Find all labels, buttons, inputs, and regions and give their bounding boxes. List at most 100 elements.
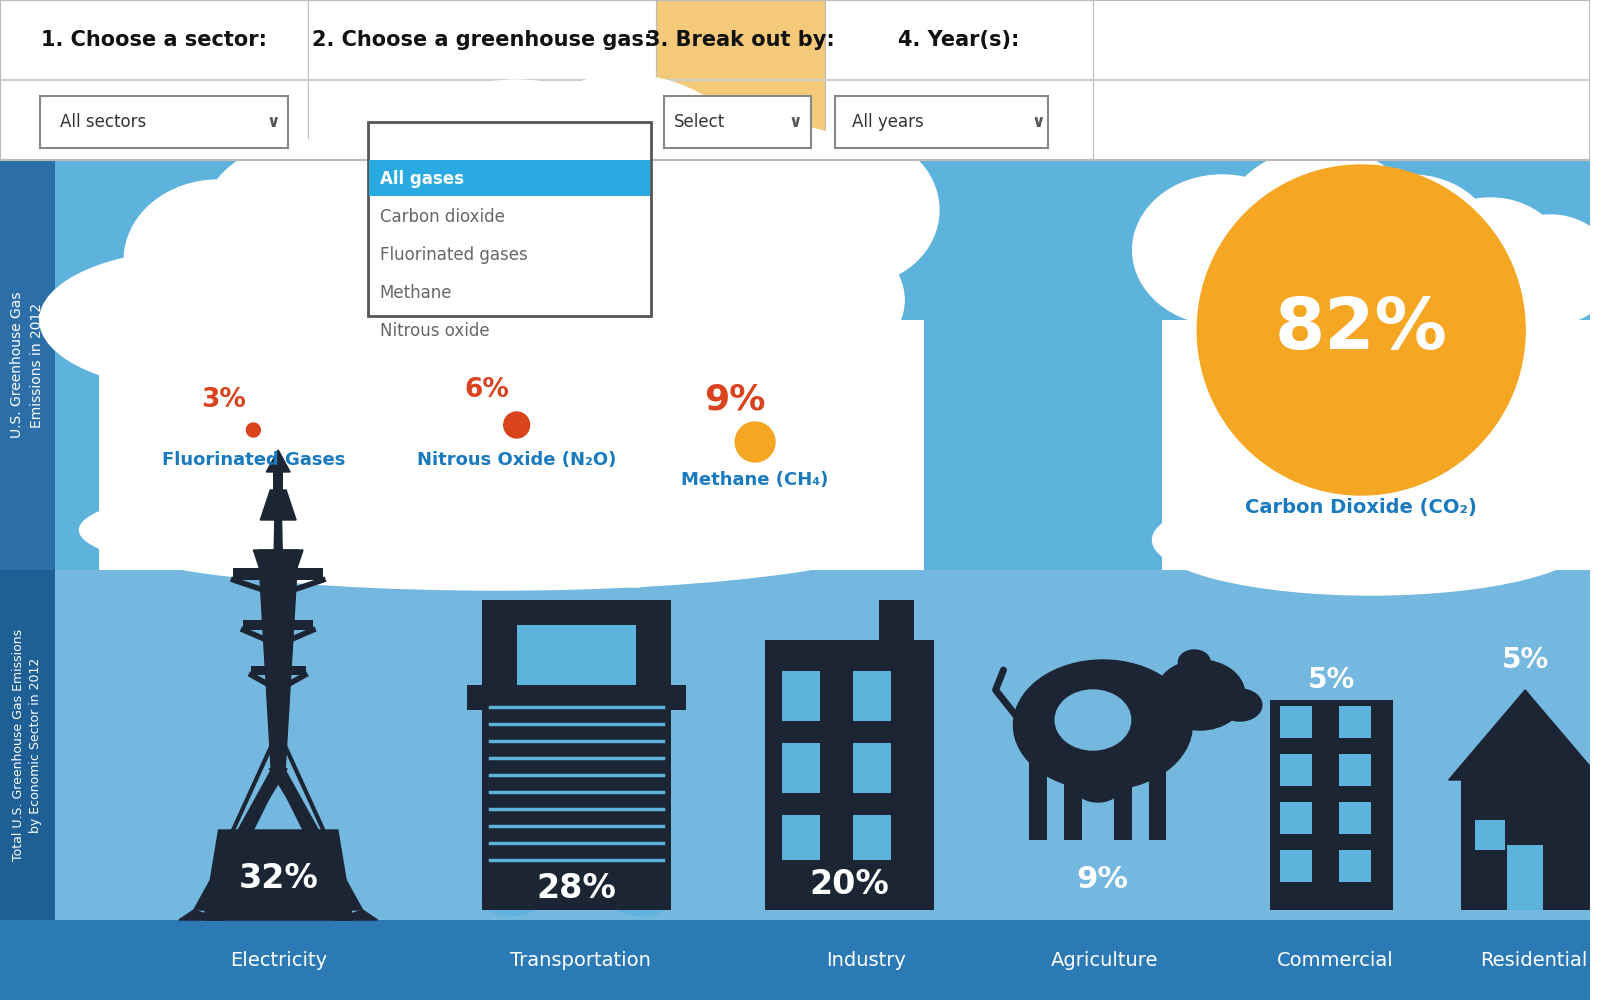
- Bar: [1280, 706, 1312, 738]
- Text: Residential: Residential: [1480, 950, 1587, 970]
- Polygon shape: [258, 550, 298, 770]
- Bar: [1339, 850, 1371, 882]
- Ellipse shape: [1416, 198, 1565, 322]
- Ellipse shape: [1326, 175, 1496, 315]
- Bar: [482, 888, 670, 910]
- Text: Carbon Dioxide (CO₂): Carbon Dioxide (CO₂): [1245, 498, 1477, 518]
- Text: 3. Break out by:: 3. Break out by:: [646, 30, 835, 50]
- Bar: [0, 570, 54, 920]
- Text: Select: Select: [674, 113, 725, 131]
- Text: All years: All years: [853, 113, 925, 131]
- Bar: [517, 625, 635, 685]
- Ellipse shape: [770, 135, 939, 285]
- Bar: [1280, 850, 1312, 882]
- Ellipse shape: [1178, 650, 1210, 674]
- Bar: [1280, 754, 1312, 786]
- Bar: [782, 815, 819, 865]
- Bar: [482, 865, 670, 910]
- Polygon shape: [266, 450, 290, 472]
- Bar: [1339, 706, 1371, 738]
- Ellipse shape: [378, 80, 656, 300]
- Ellipse shape: [1197, 165, 1525, 495]
- Text: 32%: 32%: [238, 861, 318, 894]
- Ellipse shape: [562, 530, 630, 580]
- Polygon shape: [194, 770, 283, 910]
- Text: 2. Choose a greenhouse gas:: 2. Choose a greenhouse gas:: [312, 30, 653, 50]
- Polygon shape: [1448, 690, 1600, 780]
- Bar: [0, 920, 1590, 1000]
- Text: ∨: ∨: [1032, 113, 1045, 131]
- Bar: [368, 122, 651, 316]
- Bar: [486, 600, 666, 620]
- Bar: [0, 0, 1590, 160]
- Bar: [1475, 820, 1506, 850]
- Bar: [656, 0, 824, 160]
- Ellipse shape: [1054, 690, 1131, 750]
- Text: Nitrous Oxide (N₂O): Nitrous Oxide (N₂O): [418, 451, 616, 469]
- Text: Fluorinated Gases: Fluorinated Gases: [162, 451, 346, 469]
- Bar: [274, 470, 283, 500]
- Ellipse shape: [283, 110, 531, 310]
- Ellipse shape: [606, 543, 666, 587]
- Ellipse shape: [1152, 485, 1590, 595]
- Bar: [0, 160, 54, 570]
- Ellipse shape: [1485, 215, 1600, 325]
- Text: ∨: ∨: [789, 113, 802, 131]
- Ellipse shape: [496, 75, 755, 285]
- Bar: [1149, 715, 1166, 840]
- Bar: [243, 620, 314, 630]
- Ellipse shape: [746, 235, 904, 365]
- Text: Transportation: Transportation: [510, 950, 651, 970]
- Ellipse shape: [80, 470, 914, 590]
- Bar: [1339, 802, 1371, 834]
- Polygon shape: [203, 830, 352, 920]
- Bar: [670, 685, 685, 710]
- Ellipse shape: [1077, 774, 1120, 802]
- Text: 1. Choose a sector:: 1. Choose a sector:: [42, 30, 267, 50]
- Bar: [835, 96, 1048, 148]
- Text: Commercial: Commercial: [1277, 950, 1394, 970]
- Bar: [853, 815, 891, 865]
- Text: Agriculture: Agriculture: [1051, 950, 1158, 970]
- Text: All sectors: All sectors: [59, 113, 146, 131]
- Bar: [482, 600, 670, 910]
- Text: 6%: 6%: [464, 377, 509, 403]
- Text: Total U.S. Greenhouse Gas Emissions
by Economic Sector in 2012: Total U.S. Greenhouse Gas Emissions by E…: [11, 629, 42, 861]
- Ellipse shape: [482, 880, 541, 916]
- Text: ∨: ∨: [267, 113, 280, 131]
- Bar: [0, 570, 1590, 920]
- Bar: [1064, 715, 1082, 840]
- Text: Carbon dioxide: Carbon dioxide: [379, 208, 504, 226]
- Bar: [0, 0, 309, 160]
- Bar: [251, 666, 306, 675]
- Ellipse shape: [40, 250, 358, 390]
- Text: 5%: 5%: [1501, 646, 1549, 674]
- Text: 3%: 3%: [202, 387, 246, 413]
- Bar: [765, 640, 934, 910]
- Polygon shape: [274, 500, 283, 600]
- Ellipse shape: [611, 107, 819, 283]
- Text: Fluorinated gases: Fluorinated gases: [379, 246, 528, 264]
- Text: Industry: Industry: [827, 950, 906, 970]
- Text: U.S. Greenhouse Gas
Emissions in 2012: U.S. Greenhouse Gas Emissions in 2012: [10, 292, 43, 438]
- Ellipse shape: [1155, 660, 1245, 730]
- Ellipse shape: [125, 180, 314, 340]
- Ellipse shape: [1222, 148, 1421, 312]
- Bar: [99, 320, 925, 570]
- Text: Nitrous oxide: Nitrous oxide: [379, 322, 490, 340]
- Text: 9%: 9%: [1077, 865, 1130, 894]
- Text: 82%: 82%: [1275, 296, 1448, 364]
- Text: Methane: Methane: [379, 284, 453, 302]
- Bar: [1114, 715, 1131, 840]
- Bar: [1461, 780, 1590, 910]
- Bar: [368, 160, 650, 196]
- Ellipse shape: [1013, 660, 1192, 790]
- Ellipse shape: [1366, 218, 1515, 342]
- Text: 9%: 9%: [704, 383, 766, 417]
- Ellipse shape: [1197, 212, 1366, 348]
- Bar: [467, 685, 482, 710]
- Ellipse shape: [198, 140, 418, 320]
- Polygon shape: [253, 550, 302, 600]
- Bar: [1339, 754, 1371, 786]
- Bar: [765, 860, 934, 910]
